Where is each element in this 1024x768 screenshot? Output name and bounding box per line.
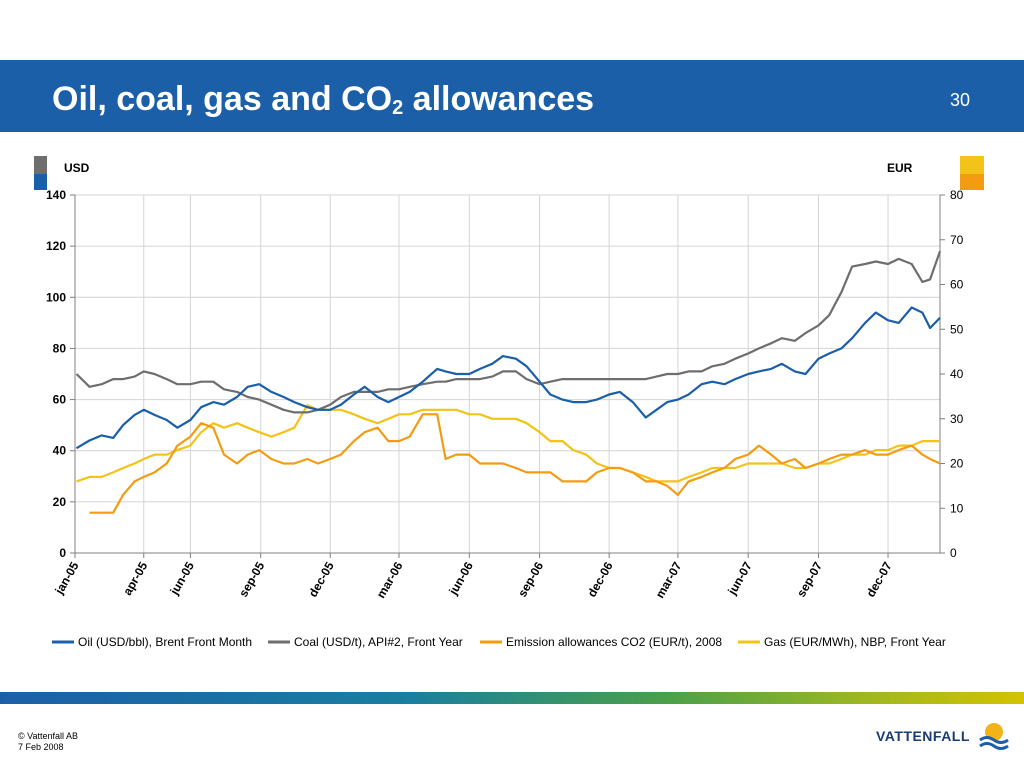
title-main: Oil, coal, gas and CO [52,80,393,118]
right-tick-label: 80 [950,188,964,202]
emission-series-line [89,413,941,514]
x-tick-label: dec-07 [863,559,894,599]
right-tick-label: 30 [950,412,964,426]
oil-axis-swatch [34,174,47,190]
left-tick-label: 80 [53,341,67,355]
right-tick-label: 60 [950,278,964,292]
right-tick-label: 10 [950,501,964,515]
right-tick-label: 20 [950,457,964,471]
x-tick-label: sep-07 [794,559,825,599]
emission-legend-label: Emission allowances CO2 (EUR/t), 2008 [506,635,722,649]
left-tick-label: 20 [53,495,67,509]
left-tick-label: 60 [53,393,67,407]
left-tick-label: 140 [46,188,66,202]
logo-text: VATTENFALL [876,728,970,744]
x-tick-label: jun-06 [446,559,476,598]
sun-wave-logo-icon [979,723,1009,750]
left-axis-label: USD [64,161,90,175]
gas-axis-swatch [960,156,984,174]
title-rest: allowances [403,80,595,118]
coal-legend-label: Coal (USD/t), API#2, Front Year [294,635,463,649]
page-number: 30 [950,90,971,110]
left-tick-label: 100 [46,290,66,304]
x-tick-label: dec-05 [306,559,337,599]
slide-title: Oil, coal, gas and CO2 allowances [52,80,594,120]
gas-series-line [76,404,940,483]
co2-axis-swatch [960,174,984,190]
left-tick-label: 120 [46,239,66,253]
oil-series-line [75,306,941,450]
x-tick-label: sep-05 [236,559,267,599]
x-tick-label: jun-07 [725,559,755,598]
copyright-block: © Vattenfall AB 7 Feb 2008 [18,731,78,753]
right-axis-label: EUR [887,161,913,175]
vattenfall-logo: VATTENFALL [876,718,1016,754]
x-tick-label: jan-05 [52,559,82,597]
x-tick-label: sep-06 [515,559,546,599]
right-tick-label: 40 [950,367,964,381]
price-chart: USD EUR jan-05 apr-05 jun-05 sep-05 dec-05 mar-… [34,156,984,649]
header-band [0,60,1024,132]
gas-legend-label: Gas (EUR/MWh), NBP, Front Year [764,635,946,649]
coal-axis-swatch [34,156,47,174]
x-tick-label: mar-07 [653,559,685,600]
x-tick-label: apr-05 [120,559,150,597]
x-tick-label: jun-05 [167,559,197,598]
oil-legend-label: Oil (USD/bbl), Brent Front Month [78,635,252,649]
right-tick-label: 70 [950,233,964,247]
left-tick-label: 40 [53,444,67,458]
x-tick-label: dec-06 [585,559,616,599]
copyright-text: © Vattenfall AB [18,731,78,741]
x-tick-label: mar-06 [374,559,406,600]
coal-series-line [75,250,942,414]
title-subscript: 2 [392,97,404,119]
left-tick-label: 0 [59,546,66,560]
right-tick-label: 50 [950,322,964,336]
date-text: 7 Feb 2008 [18,742,64,752]
right-tick-label: 0 [950,546,957,560]
footer-gradient-bar [0,692,1024,704]
